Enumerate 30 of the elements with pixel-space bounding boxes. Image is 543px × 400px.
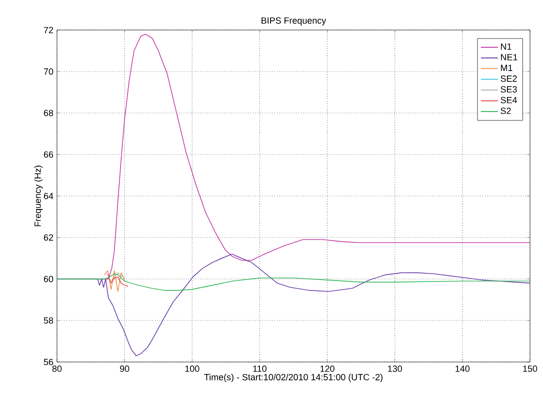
legend-label: SE2 — [500, 75, 517, 82]
y-tick-label: 64 — [44, 192, 54, 200]
x-tick-label: 130 — [388, 366, 402, 372]
x-tick-label: 100 — [185, 366, 200, 372]
y-tick-label: 66 — [44, 151, 54, 158]
legend-label: NE1 — [501, 54, 518, 60]
line-series — [110, 272, 125, 282]
y-axis-title: Frequency (Hz) — [34, 166, 43, 226]
legend-label: M1 — [501, 64, 512, 71]
y-tick-label: 56 — [44, 358, 54, 366]
line-series — [104, 270, 125, 292]
y-tick-label: 72 — [44, 26, 54, 34]
legend-label: S2 — [500, 108, 511, 114]
legend-label: N1 — [501, 43, 512, 50]
x-tick-label: 140 — [456, 366, 470, 372]
y-tick-label: 70 — [44, 68, 54, 75]
x-tick-label: 110 — [253, 366, 267, 372]
y-tick-label: 62 — [44, 234, 54, 241]
x-tick-label: 90 — [120, 366, 130, 372]
x-tick-label: 120 — [320, 366, 334, 372]
x-axis-title: Time(s) - Start:10/02/2010 14:51:00 (UTC -2) — [204, 374, 382, 382]
x-tick-label: 80 — [52, 366, 62, 372]
y-tick-label: 58 — [44, 317, 54, 324]
legend-label: SE4 — [500, 96, 517, 104]
legend-label: SE3 — [500, 86, 517, 93]
chart-title: BIPS Frequency — [262, 17, 326, 26]
x-tick-label: 150 — [523, 366, 538, 372]
y-tick-label: 68 — [44, 110, 54, 116]
y-tick-label: 60 — [44, 276, 54, 282]
line-series — [107, 273, 128, 287]
